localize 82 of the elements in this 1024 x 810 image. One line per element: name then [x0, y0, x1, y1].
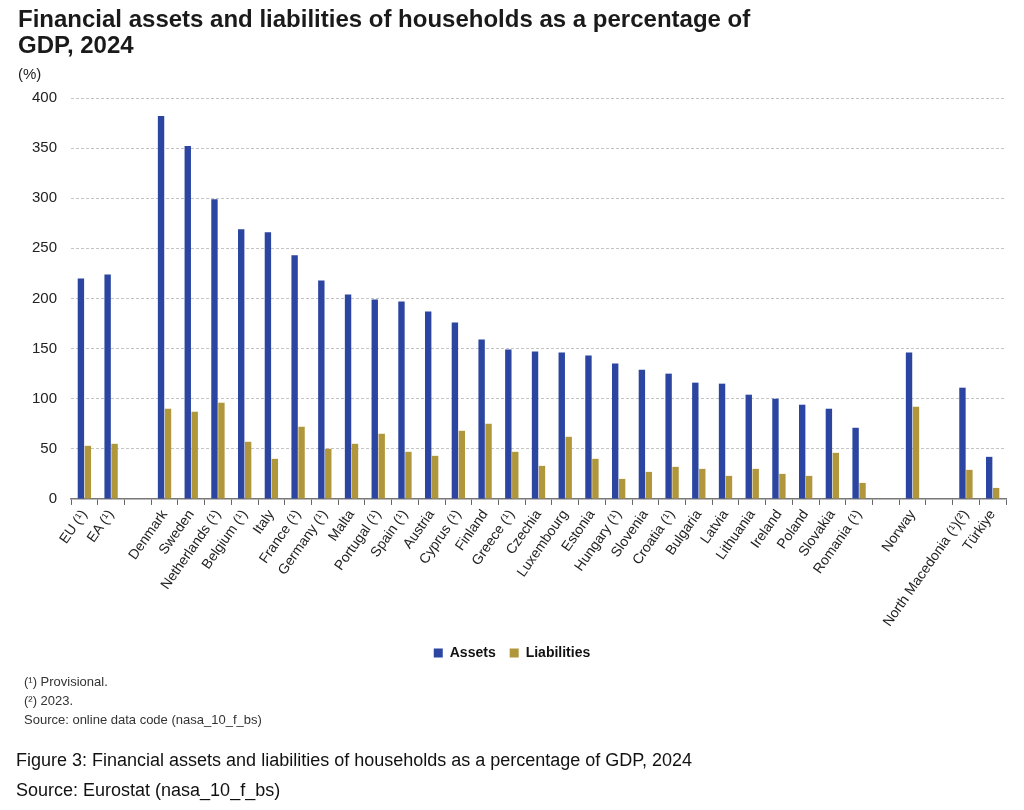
- bar: [592, 458, 599, 499]
- y-tick-label: 0: [48, 489, 58, 507]
- y-axis-title: (%): [18, 64, 42, 82]
- bar: [912, 406, 920, 499]
- bar: [264, 232, 272, 499]
- bar: [431, 455, 439, 499]
- bar: [512, 451, 519, 499]
- y-tick-label: 400: [32, 88, 58, 106]
- bar: [638, 369, 646, 499]
- bar: [458, 430, 466, 499]
- bar: [451, 322, 459, 499]
- bar: [405, 451, 412, 499]
- bar: [244, 441, 252, 499]
- bar: [832, 452, 840, 499]
- bar: [538, 465, 546, 499]
- bar: [805, 475, 813, 499]
- text: (²) 2023.: [24, 692, 75, 710]
- y-tick-label: 250: [32, 238, 58, 256]
- bar: [772, 398, 779, 499]
- y-tick-label: 50: [40, 438, 58, 456]
- source-note: Source: online data code (nasa_10_f_bs): [24, 711, 263, 729]
- text: (¹) Provisional.: [24, 673, 109, 691]
- bar: [77, 278, 85, 499]
- bar: [191, 411, 198, 499]
- bar: [859, 482, 866, 499]
- bar: [699, 468, 706, 499]
- bar: [164, 408, 172, 499]
- y-tick-label: 100: [32, 388, 58, 406]
- y-tick-label: 200: [32, 288, 58, 306]
- bar: [378, 433, 385, 499]
- bar: [825, 408, 833, 499]
- y-tick-label: 150: [32, 338, 58, 356]
- bar: [611, 363, 619, 499]
- bar: [558, 352, 565, 499]
- legend-label: Assets: [449, 643, 496, 660]
- bar: [184, 146, 191, 499]
- bar: [211, 199, 218, 499]
- y-tick-label: 350: [32, 138, 58, 156]
- bar: [351, 443, 359, 499]
- bar: [271, 458, 279, 499]
- bar: [992, 487, 1000, 499]
- bar: [985, 456, 993, 499]
- bar: [745, 394, 752, 499]
- bar: [672, 466, 679, 499]
- bar: [325, 448, 332, 499]
- bar: [318, 280, 325, 499]
- chart-title: Financial assets and liabilities of households as a percentage of GDP, 2024: [18, 5, 752, 58]
- bar: [618, 478, 626, 499]
- bar: [779, 473, 786, 499]
- bar: [585, 355, 592, 499]
- bar: [692, 382, 699, 499]
- bar: [505, 349, 512, 499]
- bar: [157, 116, 165, 499]
- bar: [218, 402, 225, 499]
- bar: [84, 445, 92, 499]
- bar: [905, 352, 913, 499]
- bar: [398, 301, 405, 499]
- bar: [531, 351, 539, 499]
- bar: [291, 255, 298, 499]
- bar: [959, 387, 966, 499]
- bar: [798, 404, 806, 499]
- bar: [725, 475, 733, 499]
- bar: [371, 299, 378, 499]
- bar: [565, 436, 572, 499]
- legend-label: Liabilities: [525, 643, 591, 660]
- bar: [298, 426, 305, 499]
- bar: [104, 274, 111, 499]
- bar: [478, 339, 485, 499]
- bar: [344, 294, 352, 499]
- y-tick-label: 300: [32, 188, 58, 206]
- bar: [645, 471, 653, 499]
- bar: [852, 427, 859, 499]
- caption: Figure 3: Financial assets and liabilities of households as a percentage of GDP, 2024: [16, 749, 694, 772]
- bar: [424, 311, 432, 499]
- bar: [238, 229, 245, 499]
- bar: [665, 373, 672, 499]
- bar: [111, 443, 118, 499]
- bar: [966, 469, 973, 499]
- bar: [752, 468, 759, 499]
- bar: [718, 383, 726, 499]
- source-note: Source: Eurostat (nasa_10_f_bs): [16, 779, 282, 803]
- bar: [485, 423, 492, 499]
